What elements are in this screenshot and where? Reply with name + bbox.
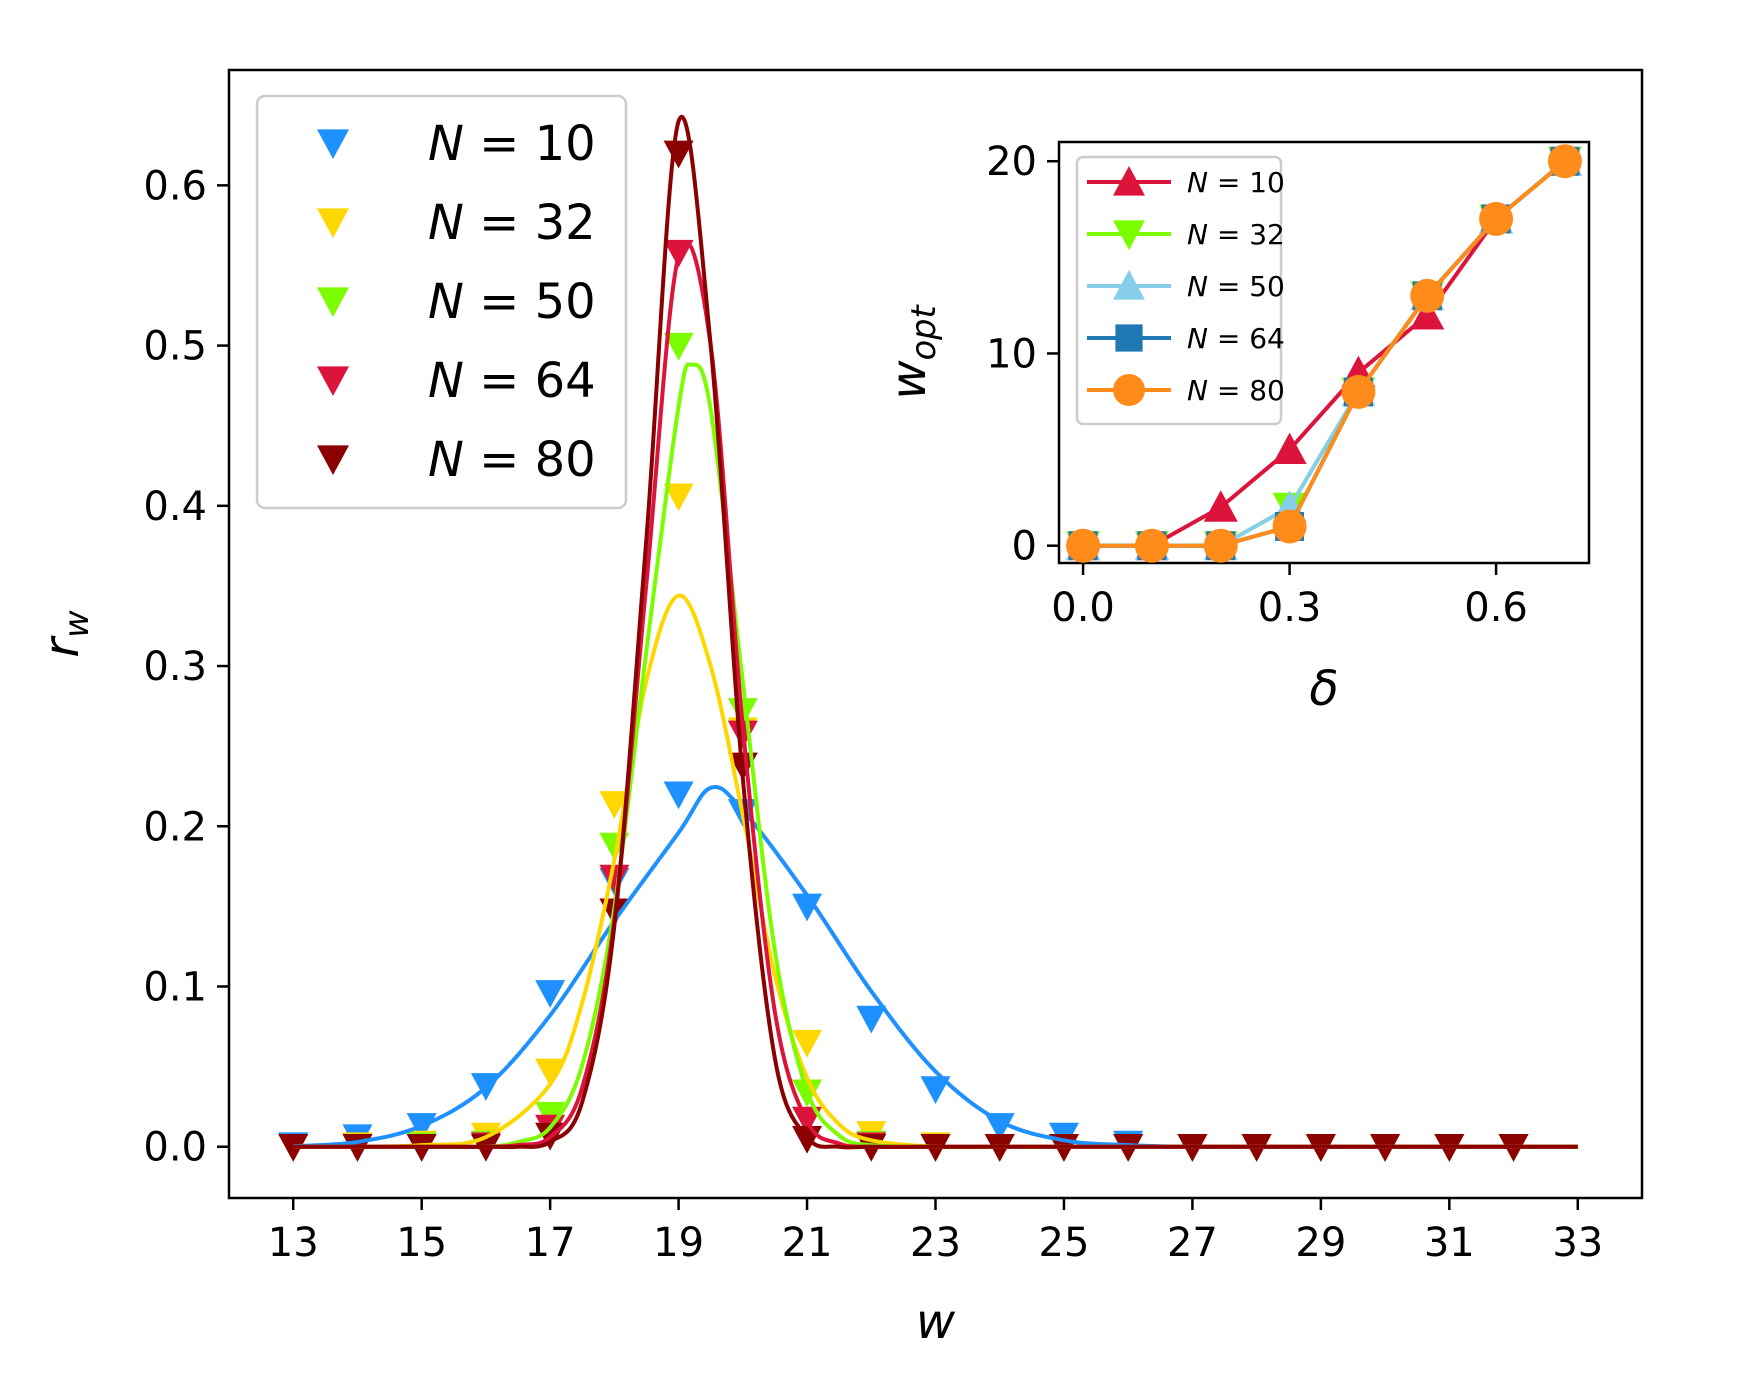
data-point [663,140,694,169]
fit-curve [293,114,1578,1150]
inset-data-point [1410,278,1445,313]
y-tick-label: 0.2 [143,804,207,850]
inset-legend-marker [1115,324,1143,352]
inset-legend-label: N = 64 [1187,322,1285,355]
y-tick-label: 0.6 [143,163,207,209]
inset-data-point [1066,528,1101,563]
inset-data-point [1410,298,1445,330]
x-tick-label: 31 [1424,1220,1475,1266]
legend-marker [317,287,349,317]
inset-data-point [1203,528,1238,563]
data-point [984,1113,1015,1141]
inset-legend: N = 10 N = 32 N = 50 N = 64 N = 80 [1075,155,1285,426]
inset-legend-label: N = 32 [1187,218,1285,251]
inset-legend-label: N = 10 [1187,166,1285,199]
inset-y-tick-label: 20 [986,139,1037,185]
x-tick-label: 29 [1295,1220,1346,1266]
x-axis-label: w [916,1294,956,1350]
legend-marker [317,129,349,159]
inset-legend-marker [1113,374,1145,406]
y-tick-label: 0.0 [143,1125,207,1171]
inset-x-tick-label: 0.0 [1051,585,1115,631]
data-point [535,1058,566,1087]
inset-data-point [1272,432,1307,465]
x-tick-label: 23 [910,1220,961,1266]
data-point [599,791,630,819]
legend-label: N = 50 [428,274,596,330]
inset-legend-marker [1113,270,1145,300]
data-point [663,332,694,361]
inset-legend-marker [1113,220,1145,250]
x-tick-label: 21 [782,1220,833,1266]
inset-y-axis-label: wopt [881,304,943,400]
inset-legend-marker [1113,166,1145,196]
legend-label: N = 80 [428,432,596,488]
inset-legend-label: N = 80 [1187,374,1285,407]
data-point [535,980,566,1008]
x-tick-label: 13 [268,1220,319,1266]
x-tick-label: 25 [1039,1220,1090,1266]
x-tick-label: 17 [525,1220,576,1266]
y-tick-label: 0.3 [143,644,207,690]
data-point [856,1005,887,1034]
inset-legend-label: N = 50 [1187,270,1285,303]
inset-y-tick-label: 10 [986,331,1037,377]
legend-label: N = 10 [428,116,596,172]
legend-label: N = 32 [428,195,596,251]
inset-data-point [1203,490,1238,522]
legend-box [255,94,628,510]
inset-data-point [1272,509,1307,544]
data-point [663,483,694,512]
legend-marker [317,445,349,475]
inset-x-tick-label: 0.6 [1464,585,1528,631]
inset-y-tick-label: 0 [1012,524,1037,570]
legend-label: N = 64 [428,353,596,409]
inset-x-tick-label: 0.3 [1258,585,1322,631]
inset-data-point [1547,144,1582,179]
inset-data-point [1134,528,1169,563]
inset-x-axis-label: δ [1309,661,1338,717]
main-legend: N = 10 N = 32 N = 50 N = 64 N = 80 [255,94,628,510]
inset-series [1066,144,1582,563]
inset-data-point [1479,201,1514,236]
x-tick-label: 19 [653,1220,704,1266]
data-point [920,1076,951,1105]
legend-marker [317,208,349,238]
y-tick-label: 0.1 [143,965,207,1011]
y-tick-label: 0.5 [143,324,207,370]
x-tick-label: 33 [1552,1220,1603,1266]
data-point [599,864,630,893]
legend-marker [317,366,349,396]
x-tick-label: 27 [1167,1220,1218,1266]
inset-data-point [1341,374,1376,409]
x-tick-label: 15 [396,1220,447,1266]
y-axis-label: rw [34,610,96,658]
data-point [792,1029,823,1058]
data-point [792,893,823,922]
y-tick-label: 0.4 [143,484,207,530]
main-plot-area [278,114,1578,1162]
data-point [663,781,694,810]
